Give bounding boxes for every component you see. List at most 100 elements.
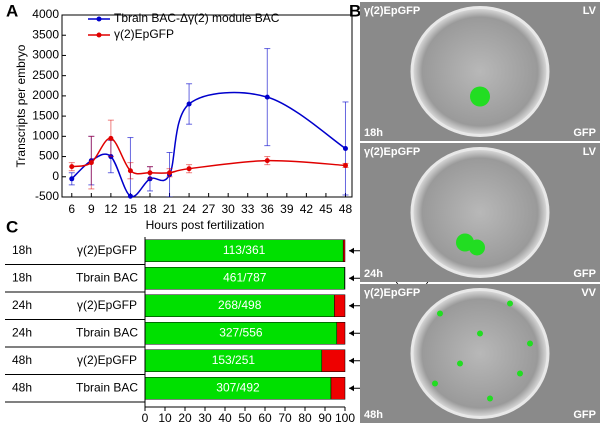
- micrograph: γ(2)EpGFP LV 18h GFP: [360, 2, 600, 141]
- x-tick-label: 20: [178, 411, 192, 423]
- time-label: 48h: [12, 380, 32, 394]
- x-axis-label: Hours post fertilization: [146, 218, 265, 232]
- y-tick-label: 2500: [32, 68, 59, 82]
- x-tick-label: 15: [124, 202, 138, 216]
- legend-label: γ(2)EpGFP: [114, 27, 174, 41]
- bar-segment: [334, 294, 346, 317]
- bar-segment: [336, 322, 346, 345]
- gfp-spot: [507, 300, 513, 307]
- bar-segment: [330, 377, 346, 400]
- time-label: 24h: [364, 268, 383, 280]
- panel-letter: C: [6, 217, 18, 236]
- data-point: [147, 170, 153, 176]
- arrow-head: [349, 275, 354, 282]
- panel-letter: A: [6, 1, 18, 20]
- legend-label: Tbrain BAC-Δγ(2) module BAC: [114, 11, 280, 25]
- x-tick-label: 6: [68, 202, 75, 216]
- x-tick-label: 40: [218, 411, 232, 423]
- x-tick-label: 0: [142, 411, 149, 423]
- y-tick-label: 3000: [32, 48, 59, 62]
- x-tick-label: 24: [182, 202, 196, 216]
- bar-segment: [342, 239, 346, 262]
- x-tick-label: 100: [335, 411, 355, 423]
- view-label: LV: [583, 146, 597, 158]
- data-point: [69, 176, 75, 182]
- data-point: [88, 160, 94, 166]
- x-tick-label: 50: [238, 411, 252, 423]
- x-tick-label: 30: [222, 202, 236, 216]
- y-tick-label: 1500: [32, 108, 59, 122]
- arrow-head: [349, 385, 354, 392]
- x-tick-label: 10: [158, 411, 172, 423]
- view-label: VV: [581, 287, 596, 299]
- data-point: [186, 101, 192, 107]
- embryo: [410, 147, 550, 278]
- arrow-head: [349, 247, 354, 254]
- time-label: 48h: [12, 353, 32, 367]
- y-tick-label: 2000: [32, 88, 59, 102]
- embryo: [410, 6, 550, 137]
- data-point: [127, 193, 133, 199]
- legend-marker: [96, 32, 102, 38]
- gfp-spot: [470, 86, 490, 107]
- series-line: [71, 91, 346, 197]
- gfp-spot: [437, 310, 443, 317]
- data-point: [264, 94, 270, 100]
- x-tick-label: 27: [202, 202, 216, 216]
- time-label: 48h: [364, 409, 383, 421]
- y-tick-label: 500: [39, 149, 59, 163]
- gfp-spot: [469, 239, 485, 256]
- bar-text: 461/787: [223, 270, 267, 284]
- time-label: 18h: [12, 270, 32, 284]
- arrow-head: [349, 330, 354, 337]
- gfp-spot: [517, 370, 523, 377]
- x-tick-label: 90: [318, 411, 332, 423]
- plot-frame: [61, 14, 353, 198]
- gfp-spot: [477, 330, 483, 337]
- data-point: [342, 145, 348, 151]
- category-label: Tbrain BAC: [76, 325, 138, 339]
- data-point: [186, 166, 192, 172]
- x-tick-label: 36: [261, 202, 275, 216]
- x-tick-label: 30: [198, 411, 212, 423]
- x-tick-label: 45: [319, 202, 333, 216]
- x-tick-label: 60: [258, 411, 272, 423]
- category-label: γ(2)EpGFP: [77, 353, 137, 367]
- legend-marker: [96, 16, 102, 22]
- data-point: [108, 135, 114, 141]
- y-tick-label: -500: [35, 189, 59, 203]
- x-tick-label: 18: [143, 202, 157, 216]
- construct-label: γ(2)EpGFP: [364, 5, 420, 17]
- micrograph: γ(2)EpGFP LV 24h GFP: [360, 143, 600, 282]
- construct-label: γ(2)EpGFP: [364, 287, 420, 299]
- arrow-head: [349, 302, 354, 309]
- data-point: [127, 168, 133, 174]
- channel-label: GFP: [573, 268, 596, 280]
- y-axis-label: Transcripts per embryo: [14, 44, 28, 167]
- x-tick-label: 48: [339, 202, 353, 216]
- gfp-spot: [527, 340, 533, 347]
- bar-text: 307/492: [216, 380, 260, 394]
- y-tick-label: 1000: [32, 129, 59, 143]
- bar-segment: [321, 349, 346, 372]
- x-tick-label: 70: [278, 411, 292, 423]
- panel-letter: B: [349, 1, 361, 20]
- time-label: 24h: [12, 298, 32, 312]
- data-point: [342, 162, 348, 168]
- time-label: 18h: [12, 243, 32, 257]
- x-tick-label: 42: [300, 202, 314, 216]
- gfp-spot: [457, 360, 463, 367]
- gfp-spot: [432, 380, 438, 387]
- view-label: LV: [583, 5, 597, 17]
- bar-text: 327/556: [219, 325, 263, 339]
- y-tick-label: 0: [52, 169, 59, 183]
- x-tick-label: 12: [104, 202, 118, 216]
- time-label: 24h: [12, 325, 32, 339]
- category-label: γ(2)EpGFP: [77, 243, 137, 257]
- bar-text: 268/498: [218, 298, 262, 312]
- x-tick-label: 80: [298, 411, 312, 423]
- x-tick-label: 21: [163, 202, 177, 216]
- x-tick-label: 9: [88, 202, 95, 216]
- bar-text: 113/361: [223, 243, 266, 257]
